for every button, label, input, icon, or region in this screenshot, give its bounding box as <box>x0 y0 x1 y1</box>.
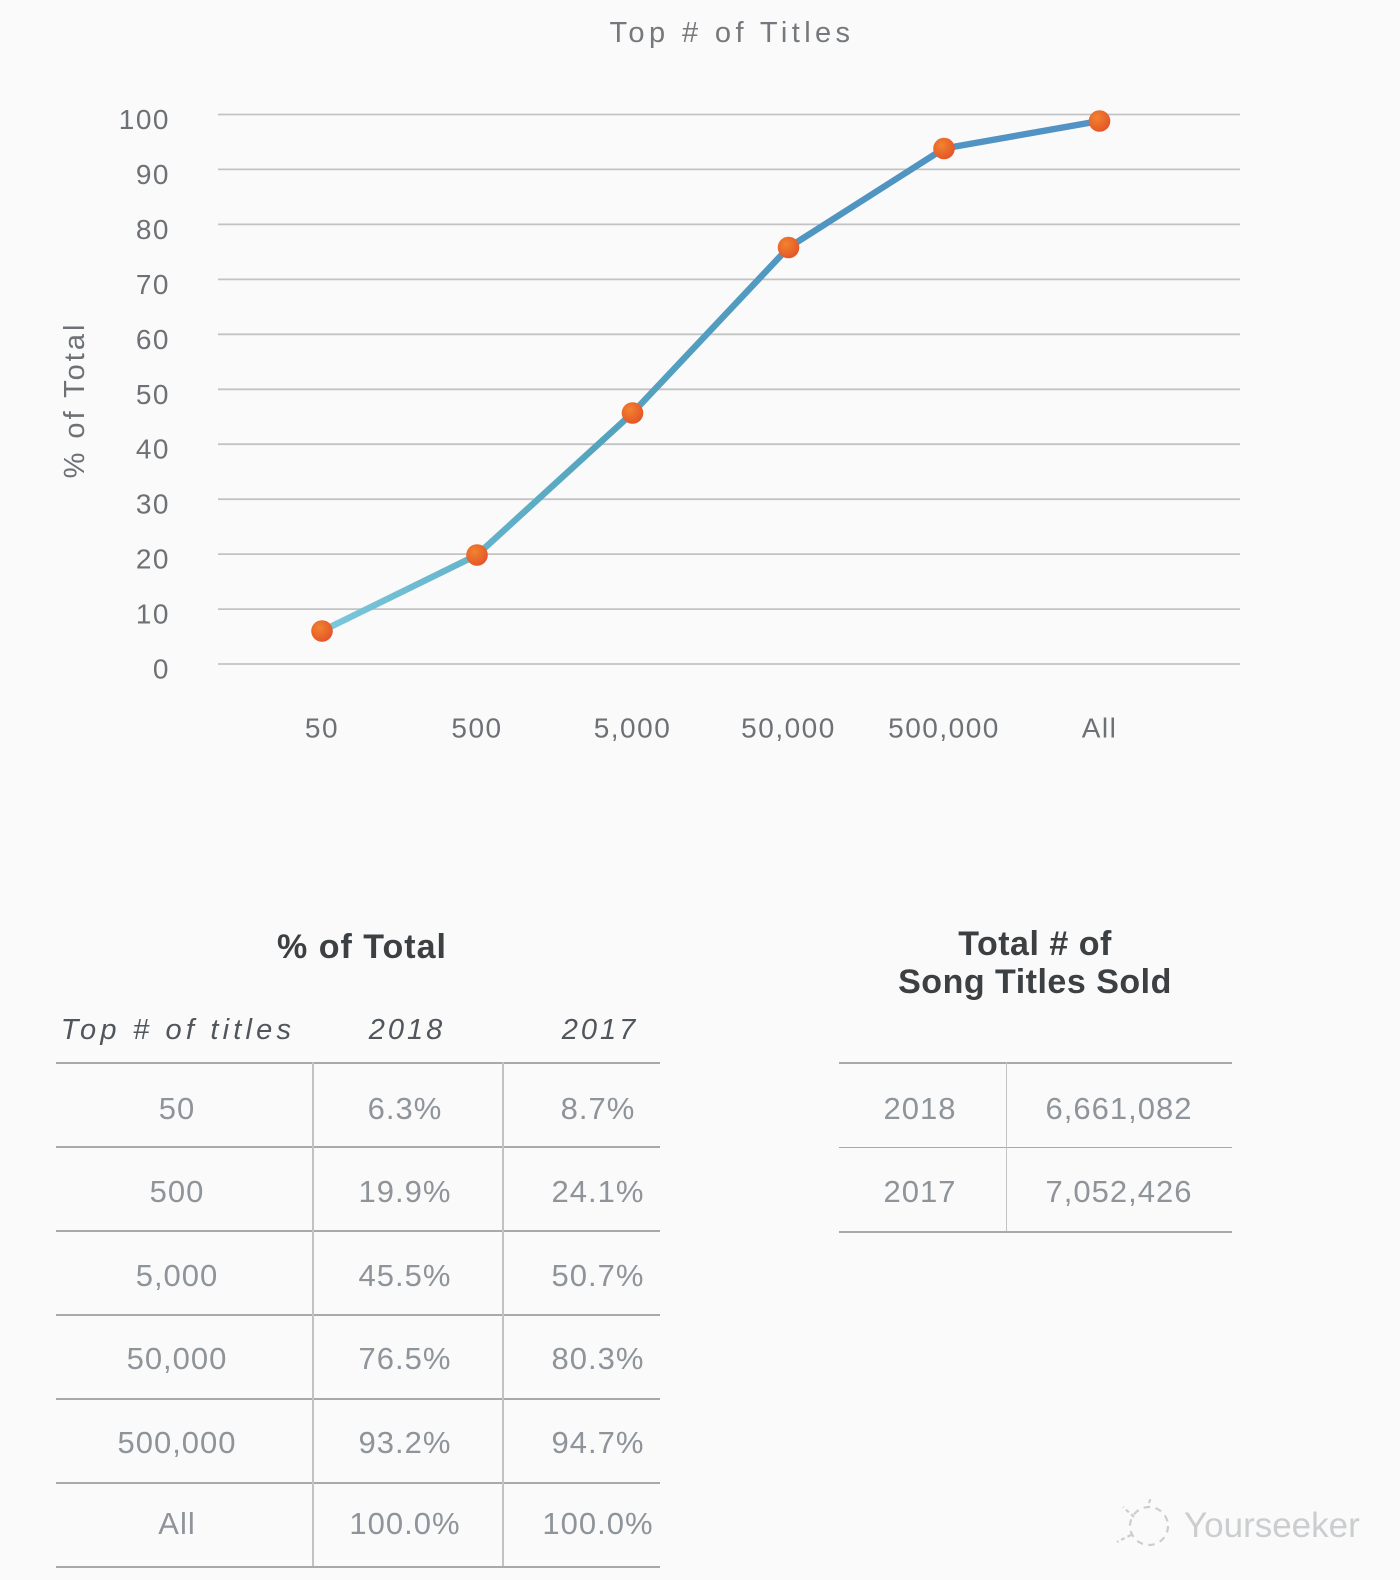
svg-text:80: 80 <box>136 214 170 245</box>
svg-text:90: 90 <box>136 159 170 190</box>
svg-text:40: 40 <box>136 434 170 465</box>
svg-text:All: All <box>1082 713 1118 744</box>
svg-text:100: 100 <box>119 104 170 135</box>
svg-text:60: 60 <box>136 324 170 355</box>
svg-text:30: 30 <box>136 489 170 520</box>
svg-text:% of Total: % of Total <box>59 322 91 479</box>
svg-text:5,000: 5,000 <box>594 713 672 744</box>
svg-text:50: 50 <box>305 713 339 744</box>
svg-text:70: 70 <box>136 269 170 300</box>
svg-text:50,000: 50,000 <box>741 713 836 744</box>
svg-text:10: 10 <box>136 599 170 630</box>
svg-text:Yourseeker: Yourseeker <box>1184 1506 1360 1545</box>
svg-text:500,000: 500,000 <box>888 713 1000 744</box>
svg-text:0: 0 <box>153 654 170 685</box>
svg-text:500: 500 <box>451 713 502 744</box>
svg-text:50: 50 <box>136 379 170 410</box>
svg-text:20: 20 <box>136 544 170 575</box>
svg-text:Top # of Titles: Top # of Titles <box>610 17 855 49</box>
